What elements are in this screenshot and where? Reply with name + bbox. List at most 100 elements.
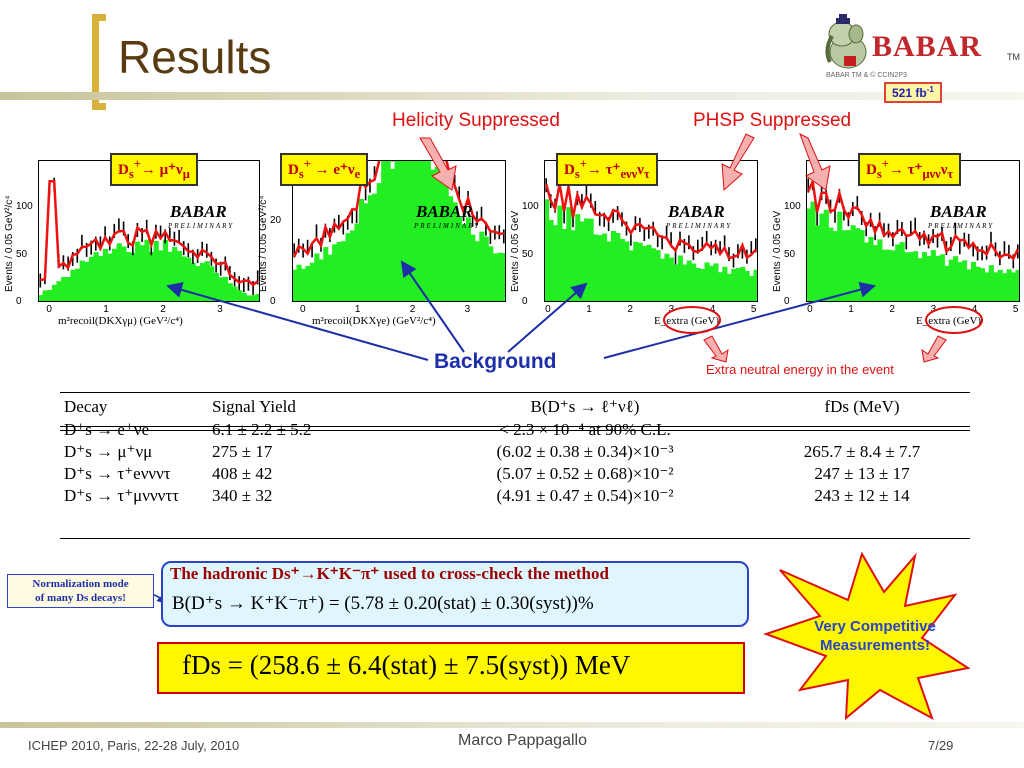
background-bar (412, 160, 418, 302)
background-bar (488, 246, 494, 302)
background-bar (292, 269, 298, 302)
histogram-plot: BABAR PRELIMINARY 100 50 0 0 1 2 3 Events / 0.05 … (4, 160, 260, 327)
y-tick-label: 50 (784, 248, 796, 260)
helicity-suppressed-label: Helicity Suppressed (392, 110, 560, 131)
mode-part: τ (643, 167, 650, 181)
background-bar (709, 265, 715, 302)
background-bar (492, 253, 498, 302)
mode-part: D (118, 162, 129, 178)
background-bar (602, 233, 608, 302)
background-bar (345, 233, 351, 302)
background-bar (497, 252, 503, 302)
histogram-svg (292, 160, 506, 302)
table-header-rule-2 (60, 430, 970, 431)
hadronic-box (161, 561, 749, 627)
background-bar (84, 261, 90, 302)
background-bar (619, 239, 625, 302)
table-header-row: Decay Signal Yield B(D⁺s → ℓ⁺νℓ) fDs (Me… (60, 395, 970, 419)
background-bar (363, 203, 369, 302)
title-rule (0, 92, 1024, 100)
background-bar (633, 241, 639, 302)
background-bar (38, 295, 44, 302)
x-tick-label: 5 (750, 304, 757, 315)
background-bar (461, 224, 467, 302)
fit-curve (39, 180, 259, 287)
col-yield: Signal Yield (212, 397, 296, 416)
mode-part: e (354, 167, 361, 181)
y-tick-label: 50 (522, 248, 534, 260)
fit-curve (544, 183, 757, 260)
background-bar (859, 230, 865, 302)
background-bar (376, 183, 382, 302)
background-bar (957, 262, 963, 302)
background-bar (704, 262, 710, 302)
background-bar (135, 241, 141, 302)
mode-part: τ (947, 167, 954, 181)
cell-yield: 6.1 ± 2.2 ± 5.2 (212, 420, 312, 439)
background-bar (552, 225, 558, 302)
x-tick-label: 4 (971, 304, 978, 315)
background-bar (921, 252, 927, 302)
x-tick-label: 2 (160, 304, 166, 315)
background-bar (984, 272, 990, 302)
background-bar (953, 256, 959, 302)
background-bar (116, 243, 122, 302)
mode-part: D (564, 162, 575, 178)
x-tick-label: 3 (930, 304, 937, 315)
background-bar (655, 250, 661, 302)
plot-preliminary: PRELIMINARY (928, 222, 995, 230)
background-bar (962, 260, 968, 302)
fit-curve (807, 177, 1019, 261)
footer-author: Marco Pappagallo (458, 732, 587, 749)
background-bar (430, 169, 436, 302)
decay-mode-label: Ds+→ τ⁺eννντ (556, 153, 658, 186)
background-bar (935, 255, 941, 302)
background-bar (557, 205, 563, 302)
background-bar (850, 225, 856, 302)
background-bar (593, 234, 599, 302)
fds-result-box (157, 642, 745, 694)
mode-part: D (288, 162, 299, 178)
background-bar (913, 251, 919, 302)
mode-part: eνν (620, 167, 638, 181)
logo-subtitle: BABAR TM & © CCIN2P3 (826, 72, 907, 79)
background-bar (465, 217, 471, 302)
x-tick-label: 1 (354, 304, 361, 315)
background-bar (806, 208, 812, 302)
background-bar (979, 268, 985, 302)
mode-part: μνν (922, 167, 941, 181)
background-bar (416, 160, 422, 302)
cell-fds: 243 ± 12 ± 14 (814, 486, 910, 505)
background-bar (823, 209, 829, 302)
background-bar (668, 257, 674, 302)
background-bar (246, 295, 252, 302)
background-bar (637, 242, 643, 302)
table-top-rule (60, 392, 970, 393)
background-bar (837, 211, 843, 302)
background-bar (403, 160, 409, 302)
background-bar (700, 269, 706, 302)
background-bar (659, 258, 665, 302)
background-bar (232, 286, 238, 302)
plot-watermark: BABAR (170, 202, 227, 221)
background-bar (172, 247, 178, 302)
background-bar (610, 231, 616, 302)
background-bar (846, 230, 852, 302)
decay-mode-label: Ds+ → e⁺νe (280, 153, 369, 186)
mode-part: s (128, 167, 134, 181)
footer-rule (0, 722, 1024, 728)
mode-part: s (876, 167, 882, 181)
luminosity-value: 521 fb (892, 86, 927, 100)
background-bar (561, 229, 567, 302)
background-bar (236, 290, 243, 302)
background-bar (250, 295, 256, 302)
background-bar (895, 244, 901, 302)
plot-preliminary: PRELIMINARY (666, 222, 733, 230)
cell-decay: D⁺s → τ⁺eννντ (64, 464, 171, 483)
cell-bf: (6.02 ± 0.38 ± 0.34)×10⁻³ (496, 442, 674, 461)
table-bottom-rule (60, 538, 970, 539)
histogram-plot: BABAR PRELIMINARY 100 50 0 0 1 2 3 4 5 Events / 0.0… (772, 160, 1020, 327)
histogram-svg (38, 177, 260, 302)
background-bar (744, 270, 750, 302)
background-bar (98, 256, 104, 302)
